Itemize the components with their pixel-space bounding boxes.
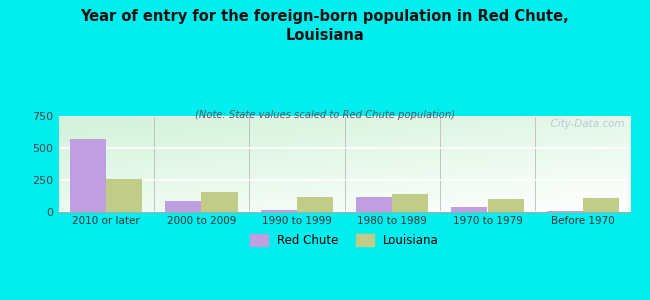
Bar [202,192,238,212]
Bar [261,210,297,211]
Bar [488,199,524,212]
Bar [106,179,142,211]
Text: Year of entry for the foreign-born population in Red Chute,
Louisiana: Year of entry for the foreign-born popul… [81,9,569,43]
Bar [392,194,428,211]
Bar [356,197,392,212]
Bar [583,198,619,211]
Text: (Note: State values scaled to Red Chute population): (Note: State values scaled to Red Chute … [195,110,455,119]
Bar [70,139,106,212]
Bar [451,207,488,211]
Bar [297,197,333,212]
Text: City-Data.com: City-Data.com [544,119,625,129]
Legend: Red Chute, Louisiana: Red Chute, Louisiana [245,229,444,252]
Bar [165,201,202,212]
